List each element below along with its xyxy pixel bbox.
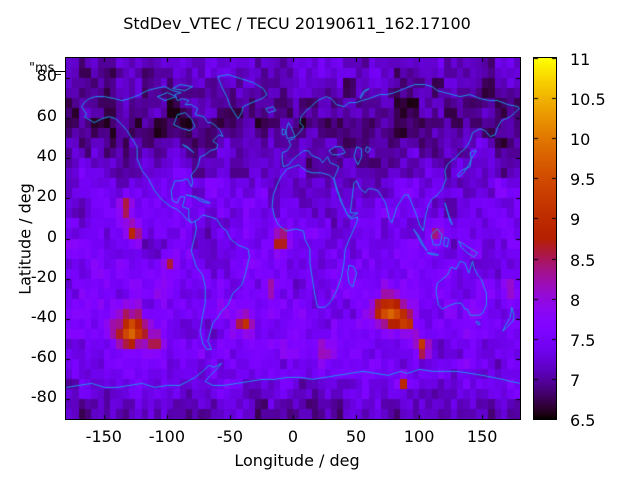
colorbar-tick-label: 9.5: [570, 170, 596, 190]
chart-title: StdDev_VTEC / TECU 20190611_162.17100: [123, 14, 471, 33]
x-axis-label: Longitude / deg: [234, 451, 360, 470]
y-tick-label: 60: [36, 106, 57, 126]
x-tick-label: -150: [85, 427, 122, 446]
colorbar-tick-label: 6.5: [570, 411, 596, 430]
colorbar-tick-label: 10: [570, 130, 591, 150]
corner-artifact-label: "ms_: [29, 61, 61, 76]
colorbar-tick-label: 9: [570, 210, 581, 230]
heatmap-plot-area: [65, 57, 521, 420]
y-tick-label: 40: [36, 146, 57, 166]
colorbar-tick-label: 11: [570, 50, 591, 69]
colorbar-tick-label: 7.5: [570, 330, 596, 350]
heatmap-canvas: [66, 58, 520, 419]
y-tick-label: -60: [30, 346, 57, 366]
colorbar-tick-label: 10.5: [570, 90, 606, 110]
x-tick-label: 0: [287, 427, 299, 446]
colorbar-tick-label: 8: [570, 290, 581, 310]
colorbar-canvas: [534, 58, 556, 419]
colorbar: [533, 57, 557, 420]
x-tick-label: 150: [466, 427, 498, 446]
colorbar-tick-label: 7: [570, 370, 581, 390]
x-tick-label: 100: [403, 427, 435, 446]
colorbar-tick-label: 8.5: [570, 250, 596, 270]
y-tick-label: 20: [36, 186, 57, 206]
y-tick-label: -80: [30, 386, 57, 406]
x-tick-label: -50: [216, 427, 244, 446]
y-tick-label: 80: [36, 66, 57, 86]
x-tick-label: -100: [148, 427, 186, 446]
y-tick-label: -40: [30, 306, 57, 326]
y-tick-label: 0: [46, 226, 57, 246]
y-tick-label: -20: [30, 266, 57, 286]
x-tick-label: 50: [345, 427, 367, 446]
